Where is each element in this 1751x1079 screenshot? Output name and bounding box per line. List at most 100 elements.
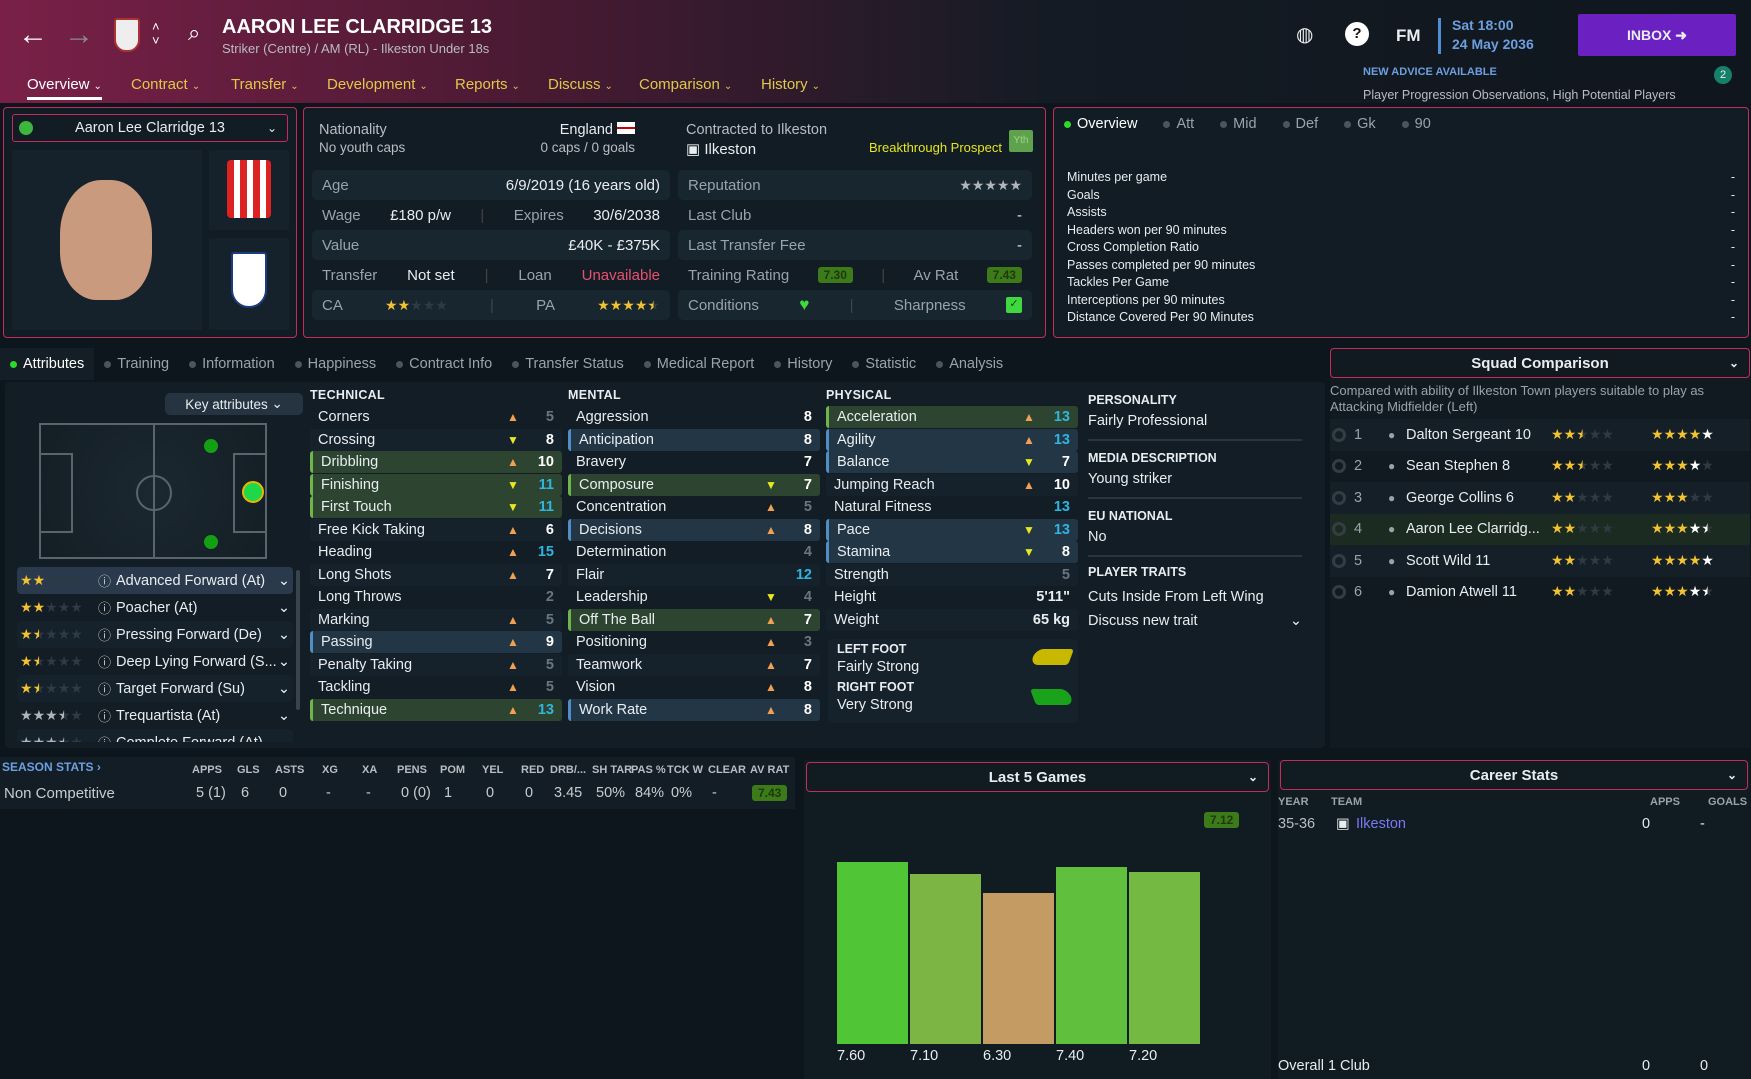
attribute-row[interactable]: Vision ▲ 8 — [568, 676, 820, 698]
chevron-down-icon[interactable]: ⌄ — [278, 735, 290, 743]
chevron-down-icon[interactable]: ⌄ — [277, 572, 290, 589]
key-attributes-dropdown[interactable]: Key attributes ⌄ — [165, 393, 303, 415]
overview-tab-90[interactable]: 90 — [1401, 116, 1431, 132]
attribute-row[interactable]: Dribbling ▲ 10 — [310, 451, 562, 473]
overview-tab-att[interactable]: Att — [1163, 116, 1194, 132]
squad-player-row[interactable]: 1 ● Dalton Sergeant 10 ★★★★★ ★★★★★ — [1330, 419, 1750, 451]
role-row[interactable]: ★★★★★ ⓘ Trequartista (At) ⌄ — [17, 702, 293, 729]
squad-player-row[interactable]: 2 ● Sean Stephen 8 ★★★★★ ★★★★★ — [1330, 451, 1750, 483]
info-icon[interactable]: ⓘ — [98, 682, 112, 697]
overview-tab-def[interactable]: Def — [1282, 116, 1318, 132]
attribute-row[interactable]: Free Kick Taking ▲ 6 — [310, 518, 562, 541]
attribute-row[interactable]: Crossing ▼ 8 — [310, 428, 562, 451]
last-5-games-dropdown[interactable]: Last 5 Games ⌄ — [806, 762, 1269, 792]
attribute-row[interactable]: Leadership ▼ 4 — [568, 586, 820, 608]
attribute-row[interactable]: Acceleration ▲ 13 — [826, 406, 1078, 428]
role-row[interactable]: ★★★★★ ⓘ Advanced Forward (At) ⌄ — [17, 567, 293, 594]
player-name[interactable]: Sean Stephen 8 — [1406, 458, 1511, 475]
squad-player-row[interactable]: 3 ● George Collins 6 ★★★★★ ★★★★★ — [1330, 482, 1750, 514]
radio-button[interactable] — [1332, 427, 1346, 442]
forward-icon[interactable]: → — [64, 18, 94, 51]
player-name[interactable]: Aaron Lee Clarridg... — [1406, 521, 1540, 538]
chevron-down-icon[interactable]: ⌄ — [277, 653, 290, 670]
attribute-row[interactable]: Positioning ▲ 3 — [568, 631, 820, 653]
radio-button[interactable] — [1332, 522, 1346, 537]
attribute-row[interactable]: Finishing ▼ 11 — [310, 473, 562, 496]
season-stats-link[interactable]: SEASON STATS › — [2, 760, 101, 774]
selected-position-dot[interactable] — [242, 481, 264, 503]
role-row[interactable]: ★★★★★ ⓘ Deep Lying Forward (S... ⌄ — [17, 648, 293, 675]
attribute-row[interactable]: Anticipation 8 — [568, 428, 820, 451]
radio-button[interactable] — [1332, 585, 1346, 600]
attribute-row[interactable]: Strength 5 — [826, 563, 1078, 586]
player-name[interactable]: Scott Wild 11 — [1406, 552, 1491, 569]
up-down-icon[interactable]: ˄ ˅ — [152, 19, 160, 48]
chevron-down-icon[interactable]: ⌄ — [277, 626, 290, 643]
radio-button[interactable] — [1332, 553, 1346, 568]
roles-scrollbar[interactable] — [296, 570, 300, 710]
info-icon[interactable]: ⓘ — [98, 628, 112, 643]
search-icon[interactable]: ⌕ — [188, 20, 201, 45]
tab-transfer[interactable]: Transfer ⌄ — [231, 76, 299, 93]
player-name[interactable]: George Collins 6 — [1406, 489, 1514, 506]
attribute-row[interactable]: Agility ▲ 13 — [826, 428, 1078, 451]
player-name[interactable]: Dalton Sergeant 10 — [1406, 426, 1531, 443]
info-icon[interactable]: ⓘ — [98, 655, 112, 670]
tab-reports[interactable]: Reports ⌄ — [455, 76, 520, 93]
squad-player-row[interactable]: 5 ● Scott Wild 11 ★★★★★ ★★★★★ — [1330, 545, 1750, 577]
attribute-row[interactable]: Decisions ▲ 8 — [568, 518, 820, 541]
tab-discuss[interactable]: Discuss ⌄ — [548, 76, 613, 93]
attribute-row[interactable]: Pace ▼ 13 — [826, 518, 1078, 541]
tab-overview[interactable]: Overview ⌄ — [27, 76, 102, 100]
subtab-contract-info[interactable]: Contract Info — [386, 348, 502, 380]
role-row[interactable]: ★★★★★ ⓘ Pressing Forward (De) ⌄ — [17, 621, 293, 648]
attribute-row[interactable]: Stamina ▼ 8 — [826, 541, 1078, 563]
attribute-row[interactable]: Jumping Reach ▲ 10 — [826, 473, 1078, 496]
globe-icon[interactable]: ◍ — [1296, 24, 1314, 46]
advice-title[interactable]: NEW ADVICE AVAILABLE — [1363, 66, 1497, 78]
chevron-down-icon[interactable]: ⌄ — [277, 599, 290, 616]
attribute-row[interactable]: Tackling ▲ 5 — [310, 676, 562, 698]
attribute-row[interactable]: Off The Ball ▲ 7 — [568, 608, 820, 631]
overview-tab-mid[interactable]: Mid — [1220, 116, 1257, 132]
chevron-down-icon[interactable]: ⌄ — [277, 707, 290, 724]
discuss-trait-dropdown[interactable]: Discuss new trait ⌄ — [1088, 613, 1302, 629]
overview-tab-overview[interactable]: Overview — [1064, 116, 1137, 132]
attribute-row[interactable]: Flair 12 — [568, 563, 820, 586]
radio-button[interactable] — [1332, 490, 1346, 505]
radio-button[interactable] — [1332, 459, 1346, 474]
fm-logo[interactable]: FM — [1396, 26, 1421, 45]
subtab-transfer-status[interactable]: Transfer Status — [502, 348, 634, 380]
attribute-row[interactable]: Long Throws 2 — [310, 586, 562, 608]
squad-comparison-dropdown[interactable]: Squad Comparison ⌄ — [1330, 348, 1750, 378]
attribute-row[interactable]: Composure ▼ 7 — [568, 473, 820, 496]
attribute-row[interactable]: Balance ▼ 7 — [826, 451, 1078, 473]
role-row[interactable]: ★★★★★ ⓘ Target Forward (Su) ⌄ — [17, 675, 293, 702]
subtab-information[interactable]: Information — [179, 348, 285, 380]
info-icon[interactable]: ⓘ — [98, 709, 112, 724]
attribute-row[interactable]: Concentration ▲ 5 — [568, 496, 820, 518]
squad-player-row[interactable]: 6 ● Damion Atwell 11 ★★★★★ ★★★★★ — [1330, 577, 1750, 609]
attribute-row[interactable]: Natural Fitness 13 — [826, 496, 1078, 518]
info-icon[interactable]: ⓘ — [98, 601, 112, 616]
help-icon[interactable]: ? — [1345, 22, 1369, 46]
role-row[interactable]: ★★★★★ⓘComplete Forward (At)⌄ — [17, 729, 293, 742]
attribute-row[interactable]: Teamwork ▲ 7 — [568, 653, 820, 676]
subtab-analysis[interactable]: Analysis — [926, 348, 1013, 380]
subtab-training[interactable]: Training — [94, 348, 179, 380]
advice-text[interactable]: Player Progression Observations, High Po… — [1363, 88, 1676, 102]
subtab-statistic[interactable]: Statistic — [842, 348, 926, 380]
overview-tab-gk[interactable]: Gk — [1344, 116, 1376, 132]
back-icon[interactable]: ← — [18, 18, 48, 51]
tab-contract[interactable]: Contract ⌄ — [131, 76, 200, 93]
club-crest-icon[interactable] — [114, 18, 140, 52]
attribute-row[interactable]: Passing ▲ 9 — [310, 631, 562, 653]
subtab-history[interactable]: History — [764, 348, 842, 380]
attribute-row[interactable]: Bravery 7 — [568, 451, 820, 473]
subtab-medical-report[interactable]: Medical Report — [634, 348, 765, 380]
chevron-down-icon[interactable]: ⌄ — [277, 680, 290, 697]
attribute-row[interactable]: First Touch ▼ 11 — [310, 496, 562, 518]
club-link[interactable]: ▣ Ilkeston — [686, 141, 757, 158]
squad-player-row[interactable]: 4 ● Aaron Lee Clarridg... ★★★★★ ★★★★★ — [1330, 513, 1750, 545]
attribute-row[interactable]: Heading ▲ 15 — [310, 541, 562, 563]
